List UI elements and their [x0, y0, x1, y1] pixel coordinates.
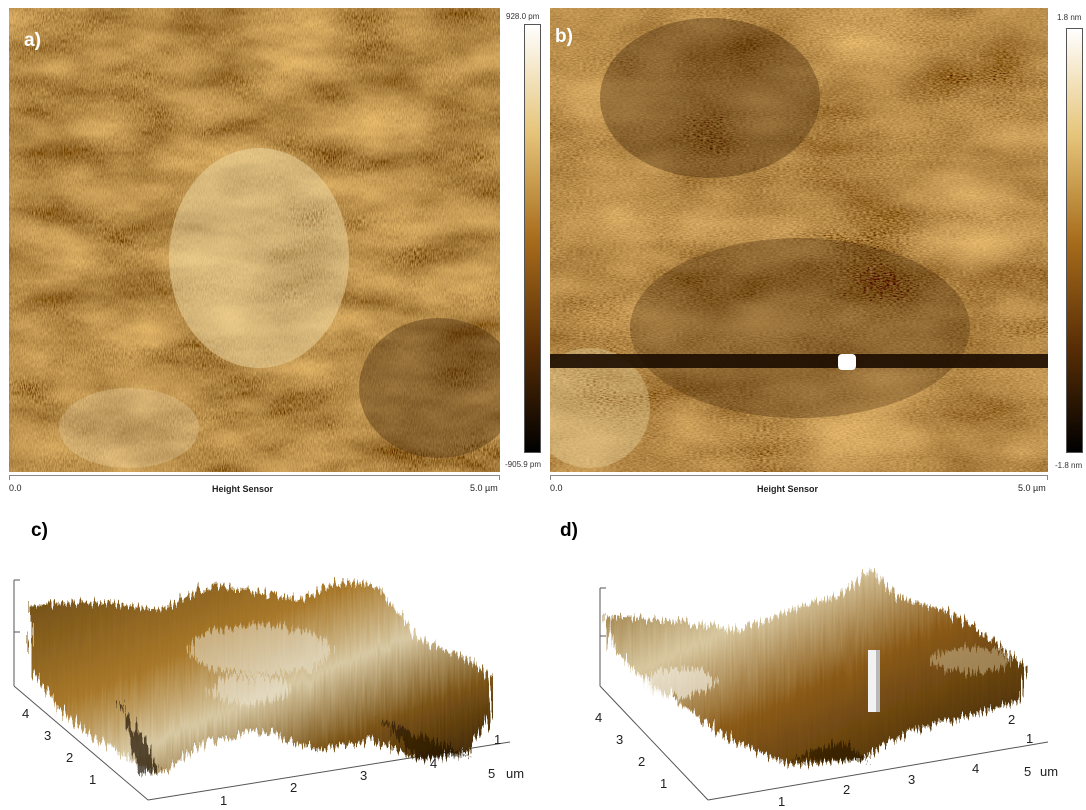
bright-region: [169, 148, 349, 368]
panel-label-d: d): [560, 520, 578, 541]
panel-label-b: b): [555, 26, 573, 47]
colorbar-max-b: 1.8 nm: [1057, 13, 1082, 22]
x-axis-start-b: 0.0: [550, 483, 563, 493]
y-tick-d: 4: [595, 710, 602, 725]
afm-height-map-icon: [9, 8, 500, 472]
dark-region: [630, 238, 970, 418]
scan-line-artifact: [550, 354, 1048, 368]
x-tick-d: 4: [972, 761, 979, 776]
x-axis-start-a: 0.0: [9, 483, 22, 493]
right-tick-d: 2: [1008, 712, 1015, 727]
height-map-b: [550, 8, 1048, 472]
right-tick-d: 1: [1026, 731, 1033, 746]
x-axis-line-b: [550, 475, 1048, 476]
x-axis-tick-end-b: [1047, 475, 1048, 480]
unit-label-d: um: [1040, 764, 1058, 779]
x-axis-tick-start-a: [9, 475, 10, 480]
x-axis-title-b: Height Sensor: [757, 484, 819, 494]
x-tick-d: 2: [843, 782, 850, 797]
y-tick-d: 1: [660, 776, 667, 791]
y-tick-d: 2: [638, 754, 645, 769]
surface-3d-c: 4 3 2 1 1 2 3 4 1 5 um: [13, 579, 524, 808]
x-axis-title-a: Height Sensor: [212, 484, 274, 494]
x-tick-c: 4: [430, 756, 437, 771]
y-axis-c: [13, 685, 149, 801]
colorbar-min-b: -1.8 nm: [1055, 461, 1083, 470]
bright-region: [550, 348, 650, 468]
colorbar-a: [524, 24, 541, 453]
surface-3d-d: 4 3 2 1 1 2 3 4 2 1 5 um: [595, 570, 1058, 809]
particle-spike-shade: [876, 650, 880, 712]
x-axis-end-a: 5.0 µm: [470, 483, 498, 493]
panel-label-a: a): [24, 30, 41, 51]
x-tick-d: 3: [908, 772, 915, 787]
x-axis-tick-start-b: [550, 475, 551, 480]
panel-label-c: c): [31, 520, 48, 541]
x-tick-c: 3: [360, 768, 367, 783]
bright-particle: [838, 354, 856, 370]
y-tick-c: 3: [44, 728, 51, 743]
colorbar-min-a: -905.9 pm: [505, 460, 542, 469]
afm-3d-surface-icon: [605, 570, 1026, 765]
right-tick-c: 1: [494, 732, 501, 747]
bright-region: [59, 388, 199, 468]
colorbar-b: [1066, 28, 1083, 453]
afm-height-map-icon: [550, 8, 1048, 472]
x-axis-line-a: [9, 475, 500, 476]
right-tick-d: 5: [1024, 764, 1031, 779]
y-axis-d: [599, 685, 709, 801]
x-tick-c: 1: [220, 793, 227, 808]
y-tick-d: 3: [616, 732, 623, 747]
right-tick-c: 5: [488, 766, 495, 781]
x-axis-tick-end-a: [499, 475, 500, 480]
y-tick-c: 4: [22, 706, 29, 721]
afm-3d-surface-icon: [30, 582, 492, 775]
x-tick-d: 1: [778, 794, 785, 809]
colorbar-max-a: 928.0 pm: [506, 12, 540, 21]
height-map-a: [9, 8, 500, 472]
x-axis-end-b: 5.0 µm: [1018, 483, 1046, 493]
dark-region: [600, 18, 820, 178]
y-tick-c: 1: [89, 772, 96, 787]
unit-label-c: um: [506, 766, 524, 781]
dark-region: [359, 318, 500, 458]
x-tick-c: 2: [290, 780, 297, 795]
x-axis-d: [707, 741, 1049, 801]
y-tick-c: 2: [66, 750, 73, 765]
